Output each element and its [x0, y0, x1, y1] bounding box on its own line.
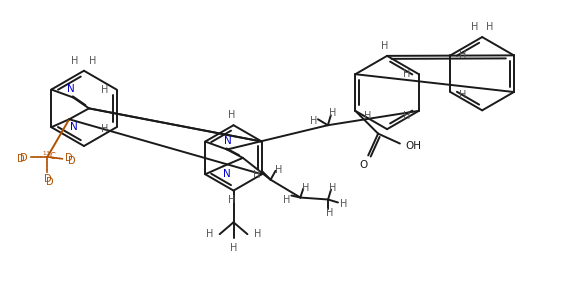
Text: D: D [17, 154, 24, 164]
Text: H: H [486, 22, 494, 32]
Text: OH: OH [406, 140, 422, 150]
Text: H: H [340, 199, 347, 209]
Text: N: N [223, 169, 231, 179]
Text: H: H [403, 69, 411, 79]
Text: H: H [228, 196, 235, 206]
Text: H: H [364, 111, 371, 121]
Text: H: H [253, 170, 261, 180]
Text: H: H [329, 108, 336, 118]
Text: H: H [327, 208, 334, 218]
Text: H: H [254, 229, 261, 239]
Text: H: H [101, 85, 108, 95]
Text: H: H [228, 110, 235, 120]
Text: H: H [283, 194, 290, 204]
Text: H: H [230, 243, 237, 253]
Text: H: H [101, 124, 108, 134]
Text: $^{13}$C: $^{13}$C [42, 150, 57, 162]
Text: N: N [67, 83, 75, 94]
Text: H: H [329, 183, 337, 193]
Text: H: H [382, 41, 389, 51]
Text: D: D [46, 177, 53, 187]
Text: N: N [224, 136, 232, 145]
Text: N: N [70, 122, 78, 132]
Text: H: H [459, 90, 466, 100]
Text: H: H [206, 229, 214, 239]
Text: D: D [20, 153, 27, 163]
Text: D: D [43, 174, 51, 184]
Text: H: H [275, 165, 282, 175]
Text: H: H [89, 56, 97, 66]
Text: H: H [302, 183, 309, 193]
Text: D: D [68, 156, 76, 166]
Text: D: D [65, 153, 73, 163]
Text: H: H [403, 111, 411, 121]
Text: O: O [359, 160, 368, 170]
Text: H: H [459, 50, 466, 60]
Text: H: H [71, 56, 79, 66]
Text: H: H [471, 22, 478, 32]
Text: H: H [310, 116, 318, 126]
